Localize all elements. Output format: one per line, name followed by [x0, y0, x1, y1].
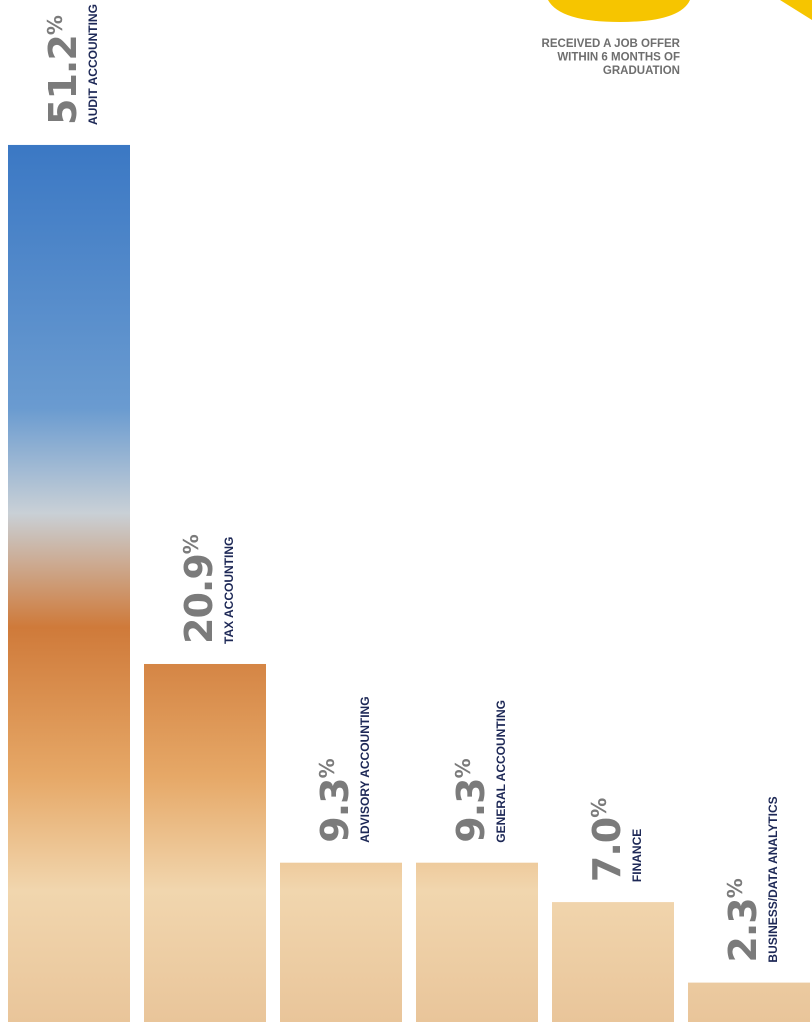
- value-number: 20.9: [177, 554, 221, 644]
- annotation: RECEIVED A JOB OFFER WITHIN 6 MONTHS OFGR…: [542, 38, 681, 77]
- value-number: 2.3: [721, 898, 765, 962]
- value-label: 51.2%: [41, 15, 85, 125]
- bar: [8, 144, 130, 1022]
- category-label: AUDIT ACCOUNTING: [86, 4, 100, 125]
- category-label: FINANCE: [630, 829, 644, 882]
- value-label: 2.3%: [721, 878, 765, 962]
- bar: [144, 663, 266, 1022]
- value-unit: %: [43, 15, 67, 35]
- value-unit: %: [587, 798, 611, 818]
- value-unit: %: [179, 534, 203, 554]
- value-unit: %: [723, 878, 747, 898]
- category-label: GENERAL ACCOUNTING: [494, 700, 508, 843]
- value-number: 9.3: [449, 778, 493, 842]
- annotation-line: WITHIN 6 MONTHS OF: [557, 52, 680, 64]
- value-label: 7.0%: [585, 798, 629, 882]
- value-label: 20.9%: [177, 534, 221, 644]
- category-label: BUSINESS/DATA ANALYTICS: [766, 796, 780, 962]
- category-label: TAX ACCOUNTING: [222, 537, 236, 644]
- bar: [416, 862, 538, 1022]
- value-unit: %: [451, 758, 475, 778]
- value-number: 51.2: [41, 35, 85, 125]
- value-number: 9.3: [313, 778, 357, 842]
- decor-corner: [780, 0, 812, 20]
- value-number: 7.0: [585, 818, 629, 882]
- value-label: 9.3%: [449, 758, 493, 842]
- bar: [688, 982, 810, 1022]
- decor-numeral: [548, 0, 690, 22]
- bar: [280, 862, 402, 1022]
- category-label: ADVISORY ACCOUNTING: [358, 696, 372, 842]
- value-unit: %: [315, 758, 339, 778]
- annotation-line: GRADUATION: [603, 65, 680, 77]
- value-label: 9.3%: [313, 758, 357, 842]
- bar: [552, 902, 674, 1022]
- annotation-line: RECEIVED A JOB OFFER: [542, 38, 681, 50]
